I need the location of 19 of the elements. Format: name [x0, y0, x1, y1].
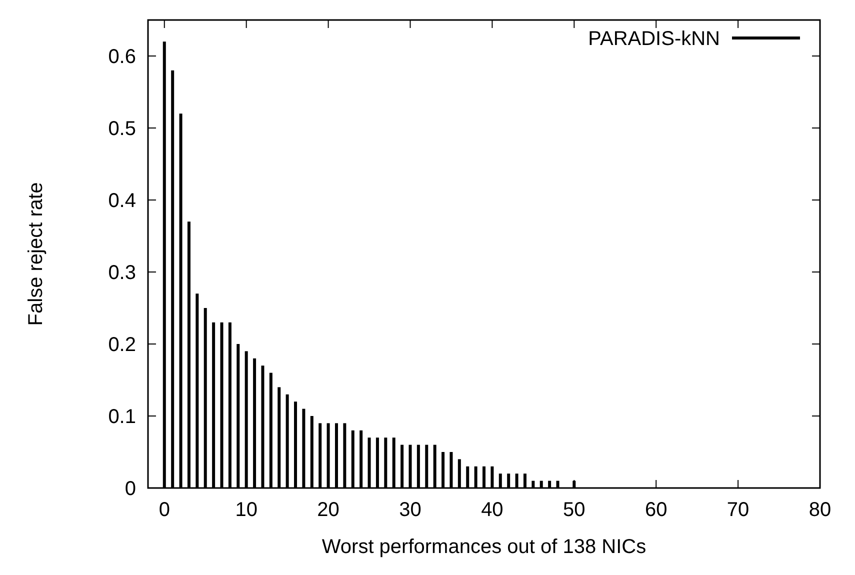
x-tick-label: 20	[317, 499, 340, 521]
x-tick-label: 30	[399, 499, 422, 521]
y-tick-label: 0	[124, 478, 136, 500]
x-tick-label: 60	[644, 499, 668, 521]
x-tick-label: 80	[808, 499, 832, 521]
y-tick-label: 0.6	[108, 46, 136, 68]
y-tick-label: 0.1	[108, 406, 136, 428]
y-tick-label: 0.5	[108, 118, 136, 140]
x-axis-title: Worst performances out of 138 NICs	[322, 536, 646, 558]
legend-label: PARADIS-kNN	[588, 28, 720, 50]
x-tick-label: 0	[158, 499, 170, 521]
x-tick-label: 70	[726, 499, 750, 521]
x-tick-label: 50	[563, 499, 586, 521]
x-tick-label: 10	[235, 499, 258, 521]
y-tick-label: 0.4	[108, 190, 136, 212]
y-tick-label: 0.2	[108, 334, 136, 356]
y-axis-title: False reject rate	[25, 182, 47, 326]
x-tick-label: 40	[481, 499, 504, 521]
y-tick-label: 0.3	[108, 262, 136, 284]
